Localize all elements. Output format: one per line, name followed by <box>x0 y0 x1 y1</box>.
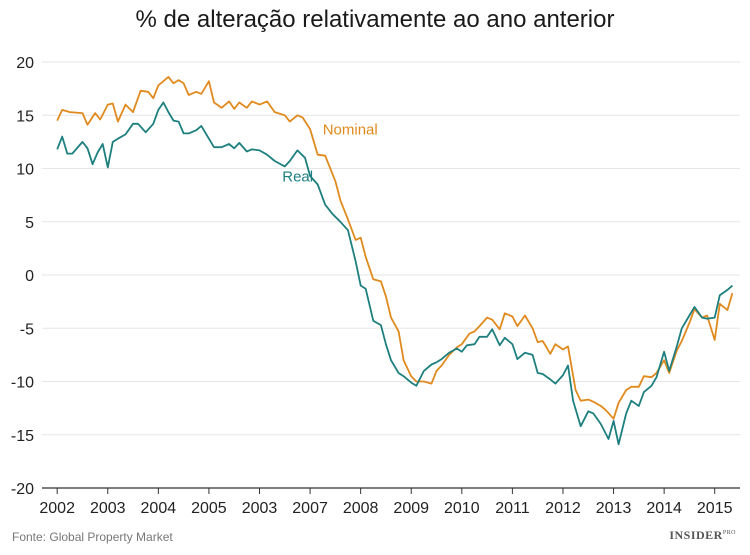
x-tick-label: 2003 <box>242 500 278 517</box>
x-tick-label: 2005 <box>191 500 227 517</box>
x-tick-label: 2013 <box>596 500 632 517</box>
x-tick-label: 2009 <box>393 500 429 517</box>
x-tick-label: 2015 <box>697 500 733 517</box>
series-label-real: Real <box>282 168 313 185</box>
x-tick-label: 2008 <box>343 500 379 517</box>
x-tick-label: 2012 <box>545 500 581 517</box>
brand-logo: INSIDERPRO <box>669 528 736 542</box>
axis-layer <box>42 487 740 494</box>
series-line-nominal <box>56 76 734 420</box>
series-label-nominal: Nominal <box>323 121 378 138</box>
x-tick-label: 2003 <box>90 500 126 517</box>
y-tick-label: -15 <box>11 428 34 445</box>
x-tick-label: 2004 <box>141 500 177 517</box>
y-tick-label: 20 <box>16 55 34 72</box>
x-tick-label: 2014 <box>646 500 682 517</box>
y-tick-label: -20 <box>11 481 34 498</box>
series-line-real <box>56 101 733 446</box>
y-tick-label: 0 <box>25 268 34 285</box>
y-tick-label: -5 <box>20 321 34 338</box>
x-tick-label: 2002 <box>39 500 75 517</box>
series-layer <box>56 76 734 446</box>
x-tick-label: 2011 <box>495 500 530 517</box>
y-tick-label: 10 <box>16 162 34 179</box>
y-tick-label: 5 <box>25 215 34 232</box>
source-note: Fonte: Global Property Market <box>12 530 173 544</box>
grid-layer <box>42 61 740 436</box>
chart-title: % de alteração relativamente ao ano ante… <box>135 6 615 33</box>
x-tick-label: 2007 <box>292 500 328 517</box>
y-tick-label: -10 <box>11 375 34 392</box>
x-tick-label: 2010 <box>444 500 480 517</box>
y-tick-label: 15 <box>16 108 34 125</box>
